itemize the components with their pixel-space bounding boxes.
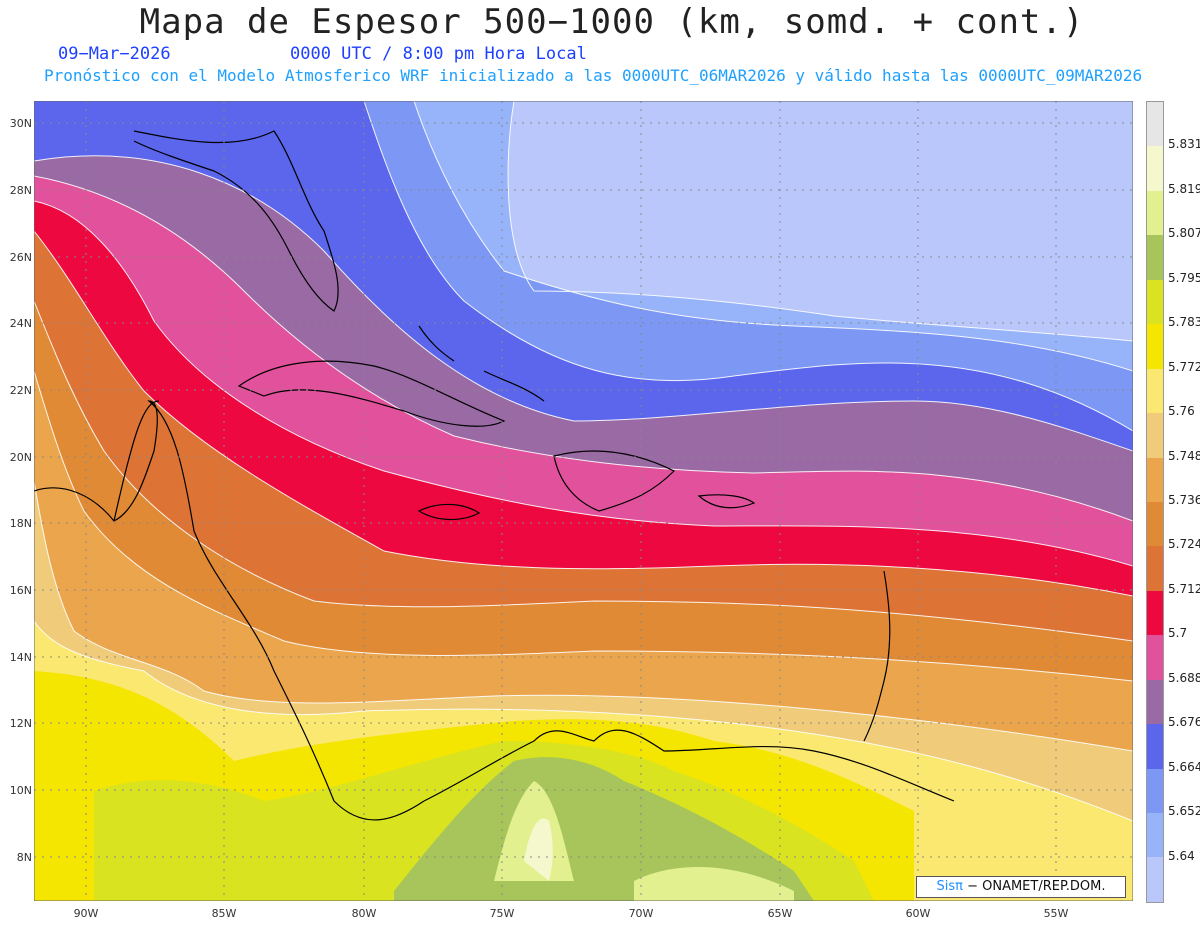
x-tick: 65W — [767, 907, 793, 920]
colorbar-segment — [1147, 724, 1163, 769]
colorbar-label: 5.748 — [1168, 448, 1200, 463]
x-tick: 90W — [73, 907, 99, 920]
colorbar-segment — [1147, 368, 1163, 414]
y-tick: 22N — [9, 384, 32, 397]
y-tick: 14N — [9, 651, 32, 664]
colorbar-label: 5.795 — [1168, 270, 1200, 285]
colorbar-label: 5.783 — [1168, 315, 1200, 330]
x-tick: 70W — [628, 907, 654, 920]
colorbar-label: 5.724 — [1168, 537, 1200, 552]
south-america-coast — [423, 729, 955, 802]
y-tick: 16N — [9, 584, 32, 597]
y-tick: 26N — [9, 251, 32, 264]
colorbar-segment — [1147, 457, 1163, 502]
cuba-coast — [237, 360, 506, 427]
colorbar-label: 5.7 — [1168, 626, 1188, 641]
colorbar-segment — [1147, 679, 1163, 725]
y-tick: 12N — [9, 717, 32, 730]
colorbar-label: 5.676 — [1168, 715, 1200, 730]
model-subtitle: Pronóstico con el Modelo Atmosferico WRF… — [44, 66, 1143, 85]
colorbar-segment — [1147, 102, 1163, 147]
coastlines — [34, 130, 955, 821]
colorbar-label: 5.772 — [1168, 359, 1200, 374]
y-tick: 28N — [9, 184, 32, 197]
colorbar-segment — [1147, 324, 1163, 369]
hispaniola-coast — [553, 450, 676, 512]
colorbar-label: 5.688 — [1168, 670, 1200, 685]
lesser-antilles — [863, 570, 891, 742]
colorbar-label: 5.652 — [1168, 804, 1200, 819]
graticule — [34, 101, 1133, 901]
band-5-819 — [494, 781, 794, 901]
colorbar-segment — [1147, 190, 1163, 236]
colorbar-label: 5.664 — [1168, 759, 1200, 774]
jamaica-coast — [417, 503, 481, 521]
colorbar-segment — [1147, 146, 1163, 191]
map-title: Mapa de Espesor 500−1000 (km, somd. + co… — [139, 2, 1085, 42]
x-tick: 85W — [211, 907, 237, 920]
colorbar-segment — [1147, 768, 1163, 813]
x-tick: 60W — [905, 907, 931, 920]
colorbar-label: 5.76 — [1168, 404, 1195, 419]
colorbar — [1146, 101, 1164, 903]
colorbar-segment — [1147, 279, 1163, 325]
forecast-date: 09−Mar−2026 — [58, 44, 171, 64]
colorbar-segment — [1147, 235, 1163, 280]
colorbar-label: 5.64 — [1168, 848, 1195, 863]
y-tick: 10N — [9, 784, 32, 797]
colorbar-label: 5.831 — [1168, 137, 1200, 152]
colorbar-segment — [1147, 590, 1163, 636]
colorbar-segment — [1147, 501, 1163, 547]
colorbar-segment — [1147, 813, 1163, 858]
credit-box: Sisπ − ONAMET/REP.DOM. — [916, 876, 1126, 898]
colorbar-segment — [1147, 546, 1163, 591]
y-tick: 30N — [9, 117, 32, 130]
central-america-coast — [34, 400, 425, 821]
yucatan-coast — [113, 400, 160, 522]
colorbar-label: 5.819 — [1168, 181, 1200, 196]
colorbar-segment — [1147, 635, 1163, 680]
colorbar-label: 5.736 — [1168, 493, 1200, 507]
florida-coast — [133, 130, 339, 312]
x-tick: 75W — [489, 907, 515, 920]
bahamas-islands — [418, 325, 545, 402]
y-tick: 24N — [9, 317, 32, 330]
y-tick: 20N — [9, 451, 32, 464]
y-tick: 8N — [16, 851, 32, 864]
x-tick: 80W — [351, 907, 377, 920]
band-5-831 — [524, 818, 553, 881]
colorbar-label: 5.807 — [1168, 226, 1200, 241]
x-tick: 55W — [1043, 907, 1069, 920]
credit-text: − ONAMET/REP.DOM. — [962, 879, 1106, 894]
colorbar-label: 5.712 — [1168, 581, 1200, 596]
brand-logo-text: Sisπ — [936, 879, 963, 894]
y-tick: 18N — [9, 517, 32, 530]
thickness-map[interactable] — [34, 101, 1133, 901]
puerto-rico-coast — [697, 494, 756, 509]
colorbar-segment — [1147, 413, 1163, 458]
colorbar-segment — [1147, 857, 1163, 902]
forecast-time: 0000 UTC / 8:00 pm Hora Local — [290, 44, 587, 64]
